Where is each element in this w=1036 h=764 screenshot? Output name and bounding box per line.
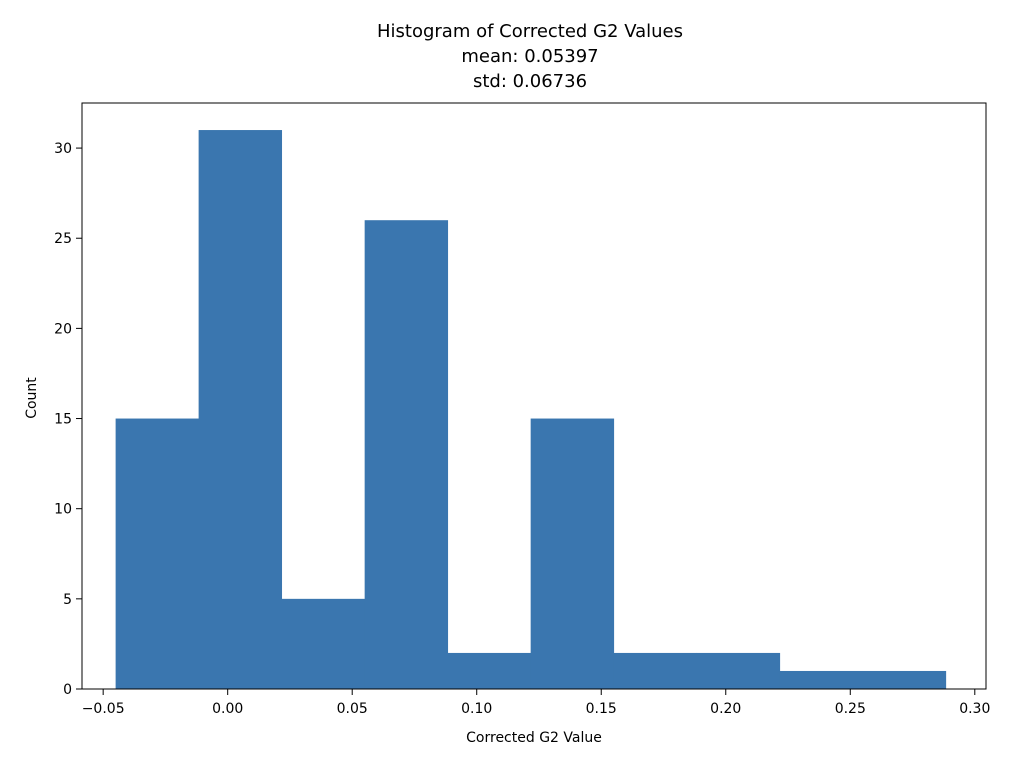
y-tick-label: 0 xyxy=(63,682,72,698)
histogram-bar xyxy=(364,220,449,689)
histogram-bar xyxy=(862,670,947,689)
y-tick-label: 10 xyxy=(54,502,72,518)
x-axis-label: Corrected G2 Value xyxy=(466,730,602,746)
chart-title: Histogram of Corrected G2 Values xyxy=(377,21,683,42)
x-tick-label: 0.00 xyxy=(212,701,243,717)
y-tick-label: 25 xyxy=(54,231,72,247)
y-axis-label: Count xyxy=(24,377,40,419)
x-axis-ticks: −0.05 0.00 0.05 0.10 0.15 0.20 0.25 0.30 xyxy=(82,689,990,717)
histogram-bar xyxy=(779,670,864,689)
y-axis-ticks: 0 5 10 15 20 25 30 xyxy=(54,141,82,698)
x-tick-label: 0.10 xyxy=(461,701,492,717)
x-tick-label: 0.15 xyxy=(586,701,617,717)
x-tick-label: −0.05 xyxy=(82,701,125,717)
histogram-bar xyxy=(613,652,698,689)
histogram-bar xyxy=(281,598,366,689)
y-tick-label: 20 xyxy=(54,321,72,337)
x-tick-label: 0.25 xyxy=(835,701,866,717)
y-tick-label: 5 xyxy=(63,592,72,608)
histogram-bar xyxy=(530,418,615,689)
y-tick-label: 30 xyxy=(54,141,72,157)
x-tick-label: 0.30 xyxy=(959,701,990,717)
plot-frame xyxy=(81,102,987,690)
chart-subtitle-mean: mean: 0.05397 xyxy=(461,46,598,67)
x-tick-label: 0.20 xyxy=(710,701,741,717)
histogram-bar xyxy=(447,652,532,689)
histogram-bar xyxy=(115,418,200,689)
chart-subtitle-std: std: 0.06736 xyxy=(473,71,587,92)
histogram-bar xyxy=(198,130,283,690)
x-tick-label: 0.05 xyxy=(337,701,368,717)
histogram-bar xyxy=(696,652,781,689)
y-tick-label: 15 xyxy=(54,412,72,428)
histogram-bars xyxy=(115,130,947,690)
